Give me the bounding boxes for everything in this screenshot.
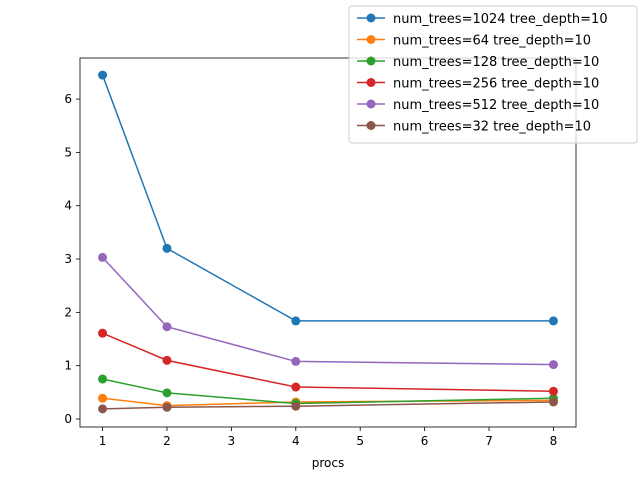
series-line-3 xyxy=(102,332,554,393)
x-tick-label: 8 xyxy=(550,434,558,448)
x-tick-label: 4 xyxy=(292,434,300,448)
data-point xyxy=(162,402,172,412)
data-point xyxy=(291,401,301,411)
series-line-0 xyxy=(101,74,554,322)
data-point xyxy=(98,404,108,414)
legend-label: num_trees=32 tree_depth=10 xyxy=(393,120,591,135)
data-point xyxy=(98,70,108,80)
data-point xyxy=(548,316,558,326)
x-axis: 1 2 3 4 5 6 7 8 xyxy=(99,427,558,448)
series-line-2 xyxy=(102,378,554,405)
y-tick-label: 5 xyxy=(64,145,72,159)
axes-frame xyxy=(79,57,577,428)
y-tick-label: 2 xyxy=(64,305,72,319)
data-point xyxy=(98,328,108,338)
data-point xyxy=(548,386,558,396)
x-axis-title: procs xyxy=(312,456,344,470)
y-tick-label: 4 xyxy=(64,199,72,213)
legend-box xyxy=(348,5,638,144)
legend-swatch-marker xyxy=(366,35,376,44)
legend: num_trees=1024 tree_depth=10 num_trees=64… xyxy=(348,5,638,144)
y-tick-label: 3 xyxy=(64,252,72,266)
legend-label: num_trees=128 tree_depth=10 xyxy=(393,55,599,70)
legend-swatch-marker xyxy=(366,121,376,130)
x-tick-label: 6 xyxy=(421,434,429,448)
y-tick-label: 6 xyxy=(64,92,72,106)
legend-swatch-marker xyxy=(366,99,376,109)
data-point xyxy=(98,252,108,262)
data-point xyxy=(162,243,172,253)
series-markers xyxy=(98,70,558,414)
data-point xyxy=(291,316,301,326)
legend-label: num_trees=256 tree_depth=10 xyxy=(393,77,599,92)
x-tick-label: 3 xyxy=(228,434,236,448)
data-point xyxy=(548,397,558,407)
data-point xyxy=(548,360,558,370)
data-point xyxy=(98,393,108,403)
legend-swatch-marker xyxy=(366,78,376,87)
series-line-4 xyxy=(101,256,554,366)
y-tick-label: 1 xyxy=(64,359,72,373)
x-tick-label: 2 xyxy=(163,434,171,448)
legend-swatch-marker xyxy=(366,56,376,66)
series-line-5 xyxy=(102,401,554,410)
y-axis: 0 1 2 3 4 5 6 xyxy=(64,92,80,426)
series-lines xyxy=(101,74,554,410)
plot-area xyxy=(79,57,577,428)
legend-swatch-marker xyxy=(366,13,376,23)
legend-label: num_trees=64 tree_depth=10 xyxy=(393,34,591,49)
x-tick-label: 1 xyxy=(99,434,107,448)
legend-label: num_trees=1024 tree_depth=10 xyxy=(393,12,608,27)
data-point xyxy=(291,356,301,366)
x-tick-label: 7 xyxy=(485,434,493,448)
x-tick-label: 5 xyxy=(356,434,364,448)
y-tick-label: 0 xyxy=(64,412,72,426)
legend-label: num_trees=512 tree_depth=10 xyxy=(393,98,599,113)
data-point xyxy=(162,322,172,332)
data-point xyxy=(162,355,172,365)
data-point xyxy=(98,374,108,384)
data-point xyxy=(162,388,172,398)
data-point xyxy=(291,382,301,392)
